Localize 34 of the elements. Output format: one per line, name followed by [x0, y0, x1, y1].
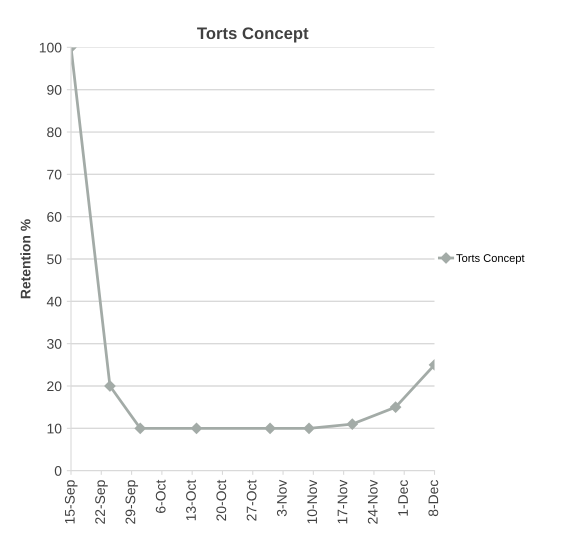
x-tick-label: 13-Oct: [186, 480, 196, 520]
x-tick-label: 1-Dec: [398, 480, 408, 516]
x-tick-label: 29-Sep: [125, 480, 138, 524]
y-tick-label: 100: [40, 42, 62, 53]
y-tick-label: 30: [47, 339, 62, 349]
x-tick-label: 8-Dec: [428, 480, 438, 516]
y-tick-label: 50: [47, 254, 62, 264]
y-tick-label: 40: [46, 296, 62, 307]
legend-label: Torts Concept: [456, 254, 524, 264]
x-tick-label: 27-Oct: [246, 480, 256, 521]
x-tick-label: 24-Nov: [368, 480, 378, 524]
chart-title: Torts Concept: [197, 27, 308, 42]
x-tick-label: 17-Nov: [338, 480, 348, 524]
y-tick-label: 80: [47, 127, 62, 138]
point: [190, 422, 202, 434]
x-tick-label: 3-Nov: [276, 480, 287, 516]
y-tick-label: 0: [54, 466, 62, 476]
y-tick-label: 60: [47, 212, 62, 222]
y-tick-label: 10: [48, 424, 62, 434]
x-tick-label: 15-Sep: [64, 480, 78, 524]
x-tick-label: 6-Oct: [156, 480, 166, 513]
y-axis-title: Retention %: [20, 219, 30, 298]
point: [134, 422, 146, 434]
point: [303, 422, 315, 434]
y-tick-label: 90: [47, 85, 62, 95]
y-tick-label: 20: [47, 381, 62, 392]
point: [104, 380, 116, 392]
x-tick-label: 10-Nov: [307, 480, 318, 524]
y-tick-label: 70: [47, 170, 62, 180]
point: [390, 402, 402, 413]
point: [264, 422, 276, 434]
x-tick-label: 22-Sep: [95, 480, 108, 524]
x-tick-label: 20-Oct: [216, 480, 226, 521]
point: [346, 418, 358, 430]
